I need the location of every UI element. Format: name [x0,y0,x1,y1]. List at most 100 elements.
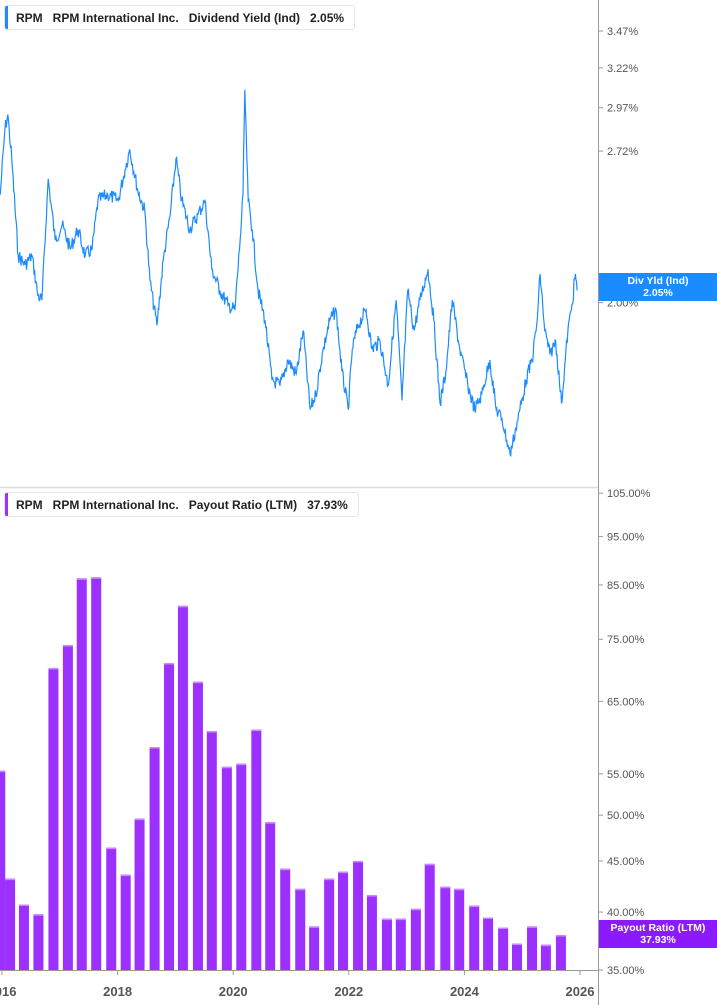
yield-tick-label: 3.22% [607,63,638,75]
legend-metric: Payout Ratio (LTM) [188,497,298,512]
payout-tick-label: 75.00% [607,634,645,646]
payout-bar-cap [309,926,320,928]
payout-bar[interactable] [424,863,435,970]
payout-bar[interactable] [251,729,262,970]
payout-bar-fill [511,943,522,970]
payout-tick-label: 55.00% [607,769,645,781]
x-tick-label: 2022 [334,984,363,999]
payout-bar[interactable] [236,763,247,970]
payout-bar[interactable] [295,888,306,970]
payout-bar-cap [0,770,6,773]
payout-bar-cap [511,943,522,946]
payout-bar[interactable] [192,681,203,970]
payout-bar-fill [410,908,421,970]
payout-bar[interactable] [410,908,421,970]
payout-bar[interactable] [221,766,232,970]
payout-bar-cap [424,863,435,866]
payout-bar-fill [366,895,377,970]
payout-bar[interactable] [440,886,451,970]
payout-bar[interactable] [280,868,291,970]
payout-bar-fill [236,763,247,970]
payout-bar[interactable] [120,874,131,970]
series-color-marker [5,493,8,516]
payout-bar-fill [149,747,160,970]
payout-bar-cap [62,645,73,647]
payout-bar-cap [192,681,203,684]
payout-bar-fill [555,935,566,970]
payout-bar[interactable] [5,878,16,970]
payout-tick-label: 105.00% [607,488,651,500]
badge-label: Payout Ratio (LTM) [610,922,706,934]
payout-bar[interactable] [540,944,551,970]
payout-bar-cap [5,878,16,881]
payout-bar-fill [177,605,188,970]
payout-bar[interactable] [76,578,87,970]
payout-bar[interactable] [177,605,188,970]
payout-bar[interactable] [511,943,522,970]
payout-bar-cap [149,747,160,749]
payout-bar-cap [134,818,145,821]
payout-bar[interactable] [527,926,538,970]
payout-bar-fill [353,860,364,970]
payout-bars [0,577,566,970]
payout-ratio-badge: Payout Ratio (LTM) 37.93% [599,920,717,948]
payout-bar[interactable] [91,577,102,970]
payout-bar[interactable] [353,860,364,970]
payout-bar-fill [454,888,465,970]
payout-bar-fill [280,868,291,970]
payout-bar[interactable] [366,895,377,970]
payout-bar[interactable] [483,917,494,970]
payout-bar-fill [309,926,320,970]
payout-bar[interactable] [309,926,320,970]
payout-axis: 105.00% 95.00% 85.00% 75.00% 65.00% 55.00% 50.… [599,488,651,977]
payout-bar[interactable] [381,918,392,970]
payout-bar[interactable] [106,847,117,970]
x-axis: 2016 2018 2020 2022 2024 2026 [0,970,594,999]
yield-tick-label: 2.97% [607,103,638,115]
payout-bar-fill [48,667,59,970]
payout-bar-fill [221,766,232,970]
legend-company: RPM International Inc. [52,10,179,25]
legend-metric: Dividend Yield (Ind) [188,10,301,25]
yield-tick-label: 2.72% [607,146,638,158]
payout-bar-fill [106,847,117,970]
payout-bar[interactable] [265,822,276,970]
payout-bar-fill [483,917,494,970]
payout-tick-label: 40.00% [607,907,645,919]
payout-tick-label: 45.00% [607,856,645,868]
yield-tick-label: 3.47% [607,26,638,38]
payout-bar[interactable] [62,645,73,970]
payout-bar[interactable] [33,914,44,970]
payout-bar-fill [251,729,262,970]
payout-bar[interactable] [164,663,175,970]
payout-bar-fill [0,770,6,970]
dividend-yield-legend[interactable]: RPM RPM International Inc. Dividend Yiel… [4,5,356,30]
payout-tick-label: 95.00% [607,532,645,544]
payout-bar[interactable] [498,927,509,970]
payout-bar[interactable] [134,818,145,970]
payout-bar[interactable] [206,731,217,970]
payout-bar-cap [324,878,335,881]
payout-bar[interactable] [0,770,6,970]
legend-company: RPM International Inc. [52,497,179,512]
payout-bar[interactable] [48,667,59,970]
payout-bar[interactable] [324,878,335,970]
payout-bar-cap [164,663,175,665]
payout-bar[interactable] [18,904,29,970]
payout-bar[interactable] [338,871,349,970]
payout-bar-fill [527,926,538,970]
payout-bar-cap [410,908,421,911]
payout-bar[interactable] [149,747,160,970]
payout-ratio-legend[interactable]: RPM RPM International Inc. Payout Ratio … [4,492,359,517]
payout-bar-cap [177,605,188,608]
payout-bar[interactable] [454,888,465,970]
payout-bar[interactable] [469,905,480,970]
x-tick-label: 2024 [450,984,480,999]
payout-bar-cap [120,874,131,877]
payout-bar[interactable] [395,918,406,970]
payout-bar-fill [164,663,175,970]
payout-bar-fill [192,681,203,970]
payout-bar[interactable] [555,935,566,970]
payout-bar-cap [483,917,494,920]
payout-bar-fill [206,731,217,970]
